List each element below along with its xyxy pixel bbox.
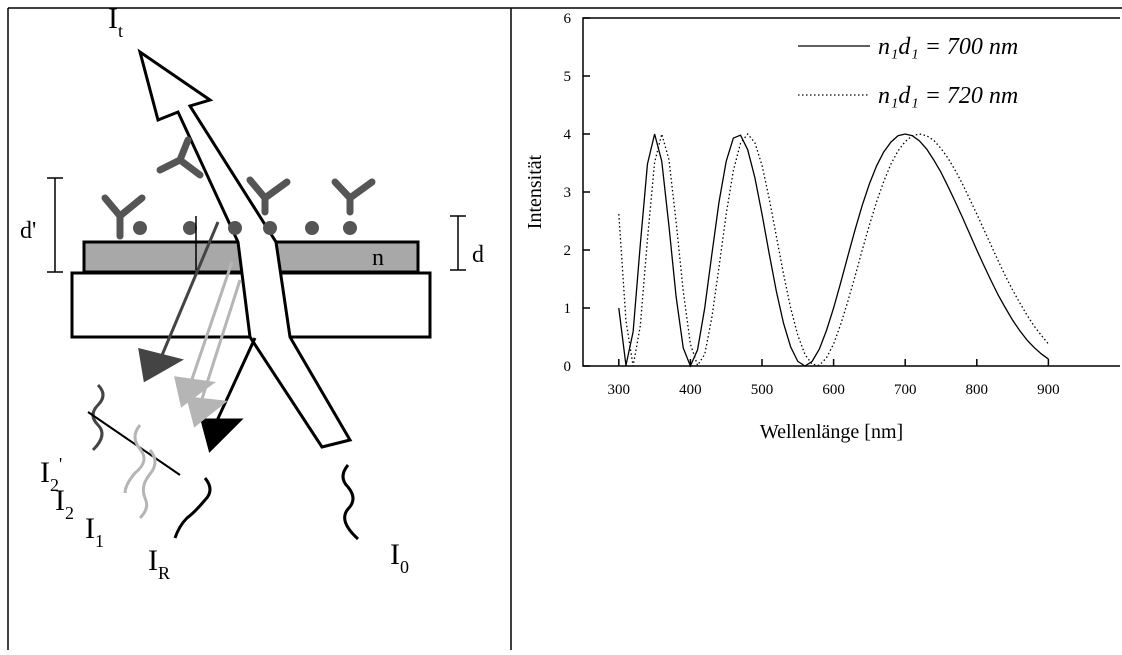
reflections [87, 221, 360, 541]
chart: 0 1 2 3 4 5 6 300 400 500 600 700 800 900 Wellenlänge … [524, 11, 1120, 443]
label: I2 [55, 484, 74, 523]
label: It [108, 2, 123, 41]
y-tick-label: 1 [564, 301, 572, 317]
label-sub: 2 [50, 475, 59, 495]
axis-frame [582, 17, 1120, 367]
series-line [618, 131, 1049, 367]
label-main: I [108, 2, 118, 35]
x-tick-label: 800 [966, 382, 989, 398]
x-tick-label: 400 [679, 382, 702, 398]
label-sub: 0 [400, 557, 409, 577]
label-main: I [40, 456, 50, 489]
label: n [372, 245, 384, 271]
label-main: I [55, 484, 65, 517]
beam [137, 48, 353, 449]
y-tick-label: 5 [564, 69, 572, 85]
y-tick-label: 6 [564, 11, 572, 27]
label-main: I [85, 512, 95, 545]
label-main: I [148, 544, 158, 577]
label: I2' [40, 454, 62, 495]
x-tick-label: 600 [822, 382, 845, 398]
x-tick-label: 900 [1037, 382, 1060, 398]
frame [7, 7, 1122, 650]
y-tick-label: 0 [564, 359, 572, 375]
label: d' [20, 218, 36, 244]
label: I1 [85, 512, 104, 551]
series-line [618, 133, 1049, 368]
x-tick-label: 700 [894, 382, 917, 398]
y-axis-label: Intensität [524, 154, 546, 229]
legend-label: n₁d₁ = 720 nm [878, 83, 1018, 109]
dimension-lines [47, 177, 466, 273]
label-sup: ' [59, 454, 62, 474]
antigens [133, 221, 357, 235]
label: IR [148, 544, 170, 583]
x-tick-label: 500 [751, 382, 774, 398]
label-main: I [390, 538, 400, 571]
label-sub: R [158, 563, 170, 583]
label: d [472, 242, 484, 268]
x-axis-label: Wellenlänge [nm] [760, 421, 903, 443]
y-tick-label: 4 [564, 127, 572, 143]
y-tick-label: 2 [564, 243, 572, 259]
label-sub: 2 [65, 503, 74, 523]
label: I0 [390, 538, 409, 577]
label-sub: t [118, 21, 123, 41]
antibodies [101, 136, 376, 240]
x-tick-label: 300 [608, 382, 631, 398]
legend-label: n₁d₁ = 700 nm [878, 34, 1018, 60]
y-tick-label: 3 [564, 185, 572, 201]
label-sub: 1 [95, 531, 104, 551]
